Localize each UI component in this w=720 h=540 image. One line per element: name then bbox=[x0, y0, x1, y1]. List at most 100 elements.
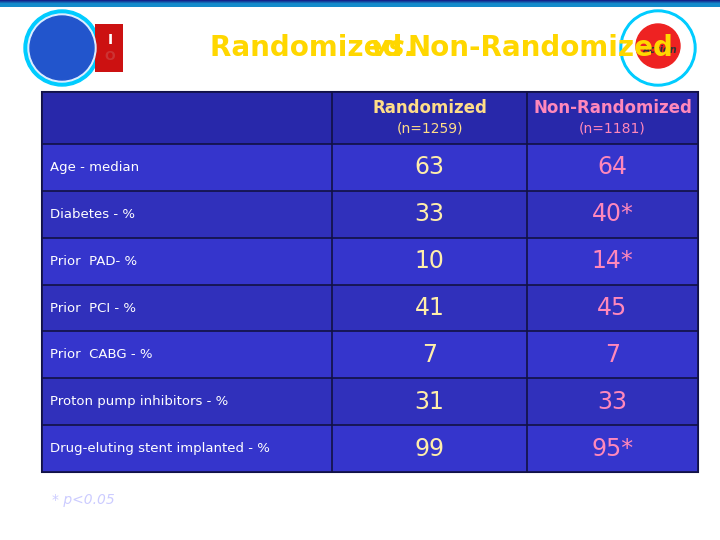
Bar bbox=[0, 2, 720, 5]
Bar bbox=[0, 2, 720, 5]
Bar bbox=[0, 2, 720, 5]
Bar bbox=[0, 2, 720, 5]
Bar bbox=[0, 3, 720, 6]
Bar bbox=[0, 1, 720, 4]
Bar bbox=[0, 2, 720, 6]
Bar bbox=[0, 2, 720, 5]
Text: Prior  CABG - %: Prior CABG - % bbox=[50, 348, 153, 361]
Bar bbox=[0, 2, 720, 5]
Bar bbox=[0, 2, 720, 6]
Bar bbox=[0, 2, 720, 6]
Bar bbox=[0, 3, 720, 6]
Circle shape bbox=[636, 24, 680, 68]
Bar bbox=[0, 2, 720, 6]
Text: 41: 41 bbox=[415, 296, 444, 320]
Text: 14*: 14* bbox=[592, 249, 634, 273]
Bar bbox=[0, 2, 720, 5]
Text: 40*: 40* bbox=[592, 202, 634, 226]
Bar bbox=[0, 1, 720, 5]
Bar bbox=[0, 3, 720, 7]
Bar bbox=[0, 1, 720, 4]
Bar bbox=[0, 2, 720, 6]
Bar bbox=[0, 1, 720, 5]
Text: Age - median: Age - median bbox=[50, 161, 139, 174]
Text: 33: 33 bbox=[415, 202, 444, 226]
Bar bbox=[0, 1, 720, 4]
Bar bbox=[0, 2, 720, 5]
Text: Randomized: Randomized bbox=[210, 34, 412, 62]
Bar bbox=[0, 1, 720, 5]
Bar bbox=[0, 1, 720, 4]
Bar bbox=[0, 3, 720, 6]
Bar bbox=[0, 2, 720, 5]
Bar bbox=[0, 3, 720, 7]
Text: vs.: vs. bbox=[370, 34, 415, 62]
Bar bbox=[0, 2, 720, 5]
Circle shape bbox=[24, 10, 100, 86]
Bar bbox=[0, 1, 720, 4]
Bar bbox=[0, 1, 720, 4]
Text: Action: Action bbox=[643, 45, 678, 55]
Bar bbox=[0, 3, 720, 6]
Bar bbox=[0, 0, 720, 4]
Bar bbox=[42, 92, 698, 472]
Bar bbox=[0, 3, 720, 6]
Bar bbox=[0, 0, 720, 4]
Bar bbox=[0, 3, 720, 6]
Bar bbox=[0, 2, 720, 5]
Bar bbox=[0, 1, 720, 4]
Bar bbox=[42, 144, 698, 191]
Bar bbox=[0, 3, 720, 6]
Text: * p<0.05: * p<0.05 bbox=[52, 493, 114, 507]
Bar bbox=[0, 2, 720, 5]
Bar bbox=[0, 2, 720, 6]
Bar bbox=[0, 3, 720, 6]
Bar bbox=[42, 238, 698, 285]
Bar bbox=[0, 2, 720, 5]
Bar bbox=[42, 379, 698, 425]
Bar bbox=[0, 4, 720, 7]
Bar bbox=[0, 1, 720, 4]
Bar bbox=[0, 3, 720, 6]
Text: 63: 63 bbox=[415, 156, 444, 179]
Bar bbox=[0, 1, 720, 5]
Bar bbox=[0, 2, 720, 5]
Bar bbox=[0, 1, 720, 4]
Text: Proton pump inhibitors - %: Proton pump inhibitors - % bbox=[50, 395, 228, 408]
Bar bbox=[0, 3, 720, 6]
Bar bbox=[0, 2, 720, 5]
Bar bbox=[0, 2, 720, 6]
Bar bbox=[0, 2, 720, 5]
Bar bbox=[0, 1, 720, 5]
Bar bbox=[0, 2, 720, 6]
Text: O: O bbox=[104, 50, 115, 63]
Bar bbox=[0, 2, 720, 5]
Bar bbox=[0, 1, 720, 4]
Bar bbox=[0, 1, 720, 5]
Bar bbox=[42, 425, 698, 472]
Text: Drug-eluting stent implanted - %: Drug-eluting stent implanted - % bbox=[50, 442, 270, 455]
Text: 64: 64 bbox=[598, 156, 628, 179]
Bar bbox=[0, 0, 720, 4]
Bar bbox=[0, 0, 720, 4]
Bar bbox=[0, 1, 720, 5]
Bar bbox=[0, 2, 720, 6]
Bar bbox=[0, 0, 720, 4]
Bar bbox=[0, 3, 720, 7]
Bar bbox=[0, 2, 720, 5]
Bar bbox=[0, 1, 720, 4]
Bar bbox=[0, 1, 720, 5]
Bar bbox=[0, 2, 720, 5]
Bar bbox=[0, 1, 720, 4]
Text: (n=1259): (n=1259) bbox=[396, 121, 463, 135]
Bar bbox=[0, 3, 720, 6]
Bar bbox=[0, 3, 720, 7]
Bar bbox=[0, 2, 720, 5]
Bar bbox=[0, 2, 720, 5]
Bar bbox=[0, 2, 720, 5]
Bar bbox=[0, 0, 720, 4]
Text: 99: 99 bbox=[415, 436, 444, 461]
Bar bbox=[0, 1, 720, 4]
Bar bbox=[0, 3, 720, 7]
Text: I: I bbox=[107, 33, 112, 47]
